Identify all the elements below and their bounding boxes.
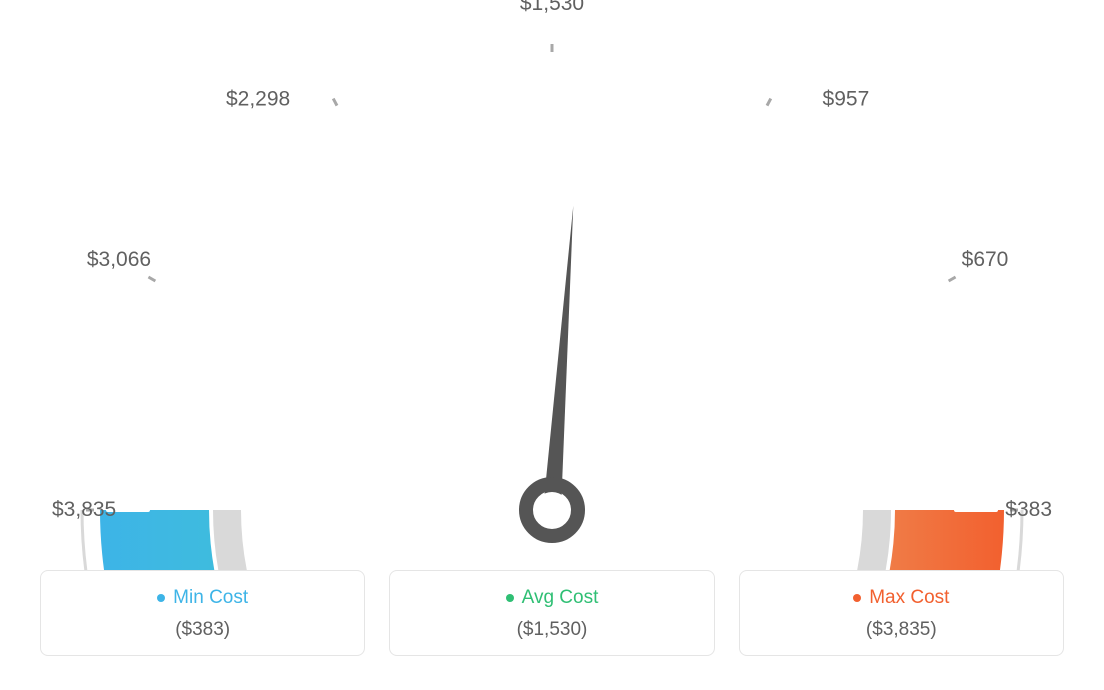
legend-avg-value: ($1,530) — [400, 619, 703, 641]
legend-avg-title: Avg Cost — [506, 587, 599, 609]
legend-min-value: ($383) — [51, 619, 354, 641]
svg-text:$383: $383 — [1005, 498, 1052, 521]
svg-text:$957: $957 — [823, 87, 870, 110]
legend-max-label: Max Cost — [869, 587, 949, 609]
legend-row: Min Cost ($383) Avg Cost ($1,530) Max Co… — [0, 570, 1104, 656]
svg-text:$1,530: $1,530 — [520, 0, 584, 15]
dot-icon — [506, 594, 514, 602]
legend-avg-label: Avg Cost — [522, 587, 599, 609]
legend-min-title: Min Cost — [157, 587, 248, 609]
legend-min: Min Cost ($383) — [40, 570, 365, 656]
gauge-chart-container: $383 $670 $957 $1,530 $2,298 $3,066 $3,835 Min… — [0, 0, 1104, 690]
svg-text:$3,835: $3,835 — [52, 498, 116, 521]
legend-max-title: Max Cost — [853, 587, 949, 609]
svg-text:$670: $670 — [962, 248, 1009, 271]
dot-icon — [157, 594, 165, 602]
legend-min-label: Min Cost — [173, 587, 248, 609]
legend-max-value: ($3,835) — [750, 619, 1053, 641]
svg-text:$2,298: $2,298 — [226, 87, 290, 110]
legend-avg: Avg Cost ($1,530) — [389, 570, 714, 656]
gauge-area: $383 $670 $957 $1,530 $2,298 $3,066 $3,835 — [0, 0, 1104, 570]
svg-text:$3,066: $3,066 — [87, 248, 151, 271]
legend-max: Max Cost ($3,835) — [739, 570, 1064, 656]
dot-icon — [853, 594, 861, 602]
gauge-svg: $383 $670 $957 $1,530 $2,298 $3,066 $3,835 — [0, 0, 1104, 570]
